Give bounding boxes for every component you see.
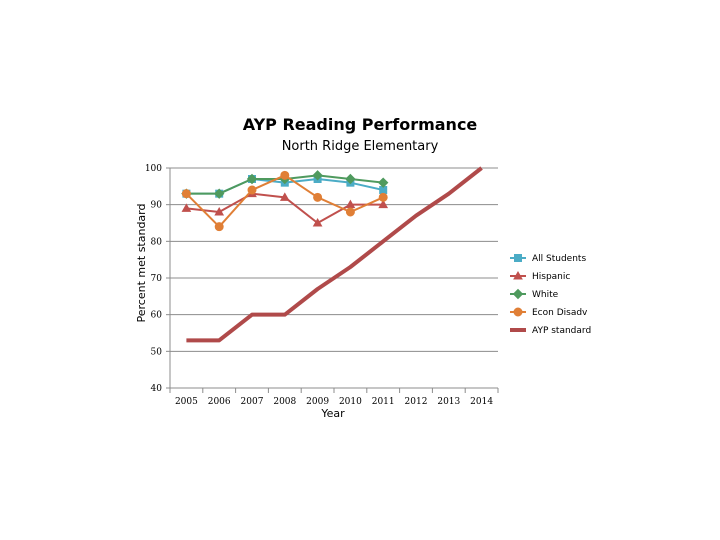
chart-title: AYP Reading Performance <box>243 115 478 134</box>
series-econ-disadv <box>181 170 388 232</box>
data-point <box>312 217 323 227</box>
y-tick-label: 90 <box>151 201 163 211</box>
legend-item: All Students <box>510 254 586 264</box>
x-tick-label: 2009 <box>306 397 329 407</box>
legend-label: Econ Disadv <box>532 308 588 318</box>
series-hispanic <box>181 188 389 227</box>
x-tick-labels: 2005 2006 2007 2008 2009 2010 2011 2012 2013 2014 <box>175 397 493 407</box>
legend-marker <box>512 288 524 300</box>
data-point <box>345 173 356 185</box>
y-tick-label: 80 <box>151 237 163 247</box>
y-tick-label: 60 <box>151 311 163 321</box>
data-point <box>377 177 389 188</box>
x-tick-label: 2006 <box>208 397 231 407</box>
legend-marker <box>513 270 523 280</box>
x-tick-label: 2013 <box>437 397 460 407</box>
legend-item: White <box>510 288 559 300</box>
legend-item: Econ Disadv <box>510 307 588 318</box>
data-point <box>214 222 224 232</box>
legend-marker <box>514 254 522 262</box>
series-group <box>181 166 483 343</box>
x-tick-label: 2010 <box>339 397 362 407</box>
data-point <box>280 170 290 180</box>
x-tick-label: 2007 <box>241 397 264 407</box>
x-tick-label: 2008 <box>273 397 296 407</box>
legend-label: AYP standard <box>532 326 591 336</box>
y-tick-label: 70 <box>151 274 163 284</box>
x-tick-label: 2012 <box>405 397 428 407</box>
legend-label: Hispanic <box>532 272 570 282</box>
y-tick-labels: 40 50 60 70 80 90 100 <box>145 164 162 394</box>
legend-marker <box>513 307 523 317</box>
x-tick-label: 2011 <box>372 397 395 407</box>
legend-label: White <box>532 290 559 300</box>
data-point <box>247 185 257 195</box>
data-point <box>279 192 290 201</box>
data-point <box>181 203 192 212</box>
data-point <box>378 192 388 202</box>
data-point <box>378 199 389 209</box>
y-axis-label: Percent met standard <box>135 204 148 323</box>
x-tick-label: 2005 <box>175 397 198 407</box>
legend-label: All Students <box>532 254 586 264</box>
data-point <box>181 189 191 199</box>
y-tick-label: 100 <box>145 164 162 174</box>
data-point <box>313 192 323 202</box>
chart-subtitle: North Ridge Elementary <box>282 139 439 154</box>
x-tick-label: 2014 <box>470 397 493 407</box>
data-point <box>214 206 225 216</box>
x-axis-label: Year <box>320 407 345 420</box>
data-point <box>345 207 355 217</box>
series-line <box>186 166 483 343</box>
data-point <box>213 188 225 199</box>
legend-item: AYP standard <box>510 326 591 336</box>
y-tick-label: 50 <box>151 347 163 357</box>
legend-item: Hispanic <box>510 270 570 282</box>
axes <box>169 168 499 393</box>
data-point <box>246 173 258 185</box>
y-tick-label: 40 <box>151 384 163 394</box>
legend: All Students Hispanic White Econ Disadv AYP … <box>510 254 591 336</box>
data-point <box>312 170 323 181</box>
series-ayp-standard <box>186 166 483 343</box>
